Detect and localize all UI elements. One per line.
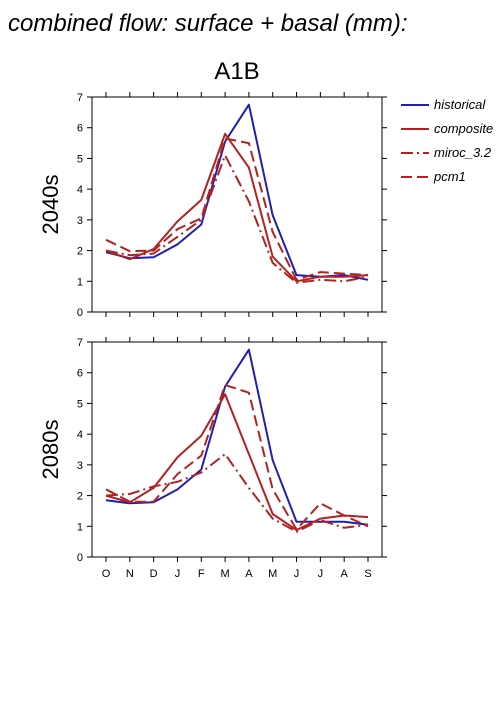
x-tick-label: O — [102, 568, 111, 580]
y-tick-label: 2 — [77, 491, 83, 503]
y-tick-label: 5 — [77, 398, 83, 410]
legend: historical composite miroc_3.2 pcm1 — [401, 97, 493, 184]
x-tick-label: J — [175, 568, 181, 580]
x-tick-label: D — [150, 568, 158, 580]
y-tick-label: 7 — [77, 92, 83, 104]
y-tick-label: 4 — [77, 184, 83, 196]
x-tick-label: F — [198, 568, 205, 580]
plot-frame — [91, 96, 383, 313]
panel-label: 2040s — [38, 175, 63, 235]
y-tick-label: 0 — [77, 307, 83, 319]
plot-frame — [91, 341, 383, 558]
y-tick-label: 3 — [77, 460, 83, 472]
x-tick-label: A — [245, 568, 253, 580]
y-tick-label: 3 — [77, 215, 83, 227]
x-tick-label: S — [364, 568, 371, 580]
scenario-title: A1B — [214, 58, 259, 85]
y-tick-label: 1 — [77, 276, 83, 288]
x-tick-label: N — [126, 568, 134, 580]
series-line-composite — [105, 393, 369, 531]
series-line-historical — [105, 348, 369, 526]
series-line-miroc-3-2 — [105, 154, 369, 284]
x-tick-label: A — [341, 568, 349, 580]
y-tick-label: 0 — [77, 552, 83, 564]
y-tick-label: 2 — [77, 246, 83, 258]
legend-label: historical — [434, 97, 486, 112]
y-tick-label: 5 — [77, 153, 83, 165]
y-tick-label: 6 — [77, 368, 83, 380]
x-tick-label: M — [268, 568, 277, 580]
panel-2080s: 0 1 2 3 4 5 6 7 O N D J F M A M J J A S 2080s — [38, 337, 387, 580]
series-line-miroc-3-2 — [105, 453, 369, 533]
x-tick-label: J — [318, 568, 324, 580]
y-tick-label: 7 — [77, 337, 83, 349]
series-line-pcm1 — [105, 137, 369, 281]
series-line-composite — [105, 132, 369, 283]
legend-label: miroc_3.2 — [434, 145, 492, 160]
y-tick-label: 4 — [77, 429, 83, 441]
legend-label: pcm1 — [433, 169, 466, 184]
legend-label: composite — [434, 121, 493, 136]
y-tick-label: 1 — [77, 521, 83, 533]
panel-2040s: 0 1 2 3 4 5 6 7 2040s — [38, 92, 387, 319]
x-tick-label: M — [221, 568, 230, 580]
series-line-pcm1 — [105, 384, 369, 531]
figure-title: combined flow: surface + basal (mm): — [8, 10, 407, 37]
panel-label: 2080s — [38, 420, 63, 480]
y-tick-label: 6 — [77, 123, 83, 135]
x-tick-label: J — [294, 568, 300, 580]
